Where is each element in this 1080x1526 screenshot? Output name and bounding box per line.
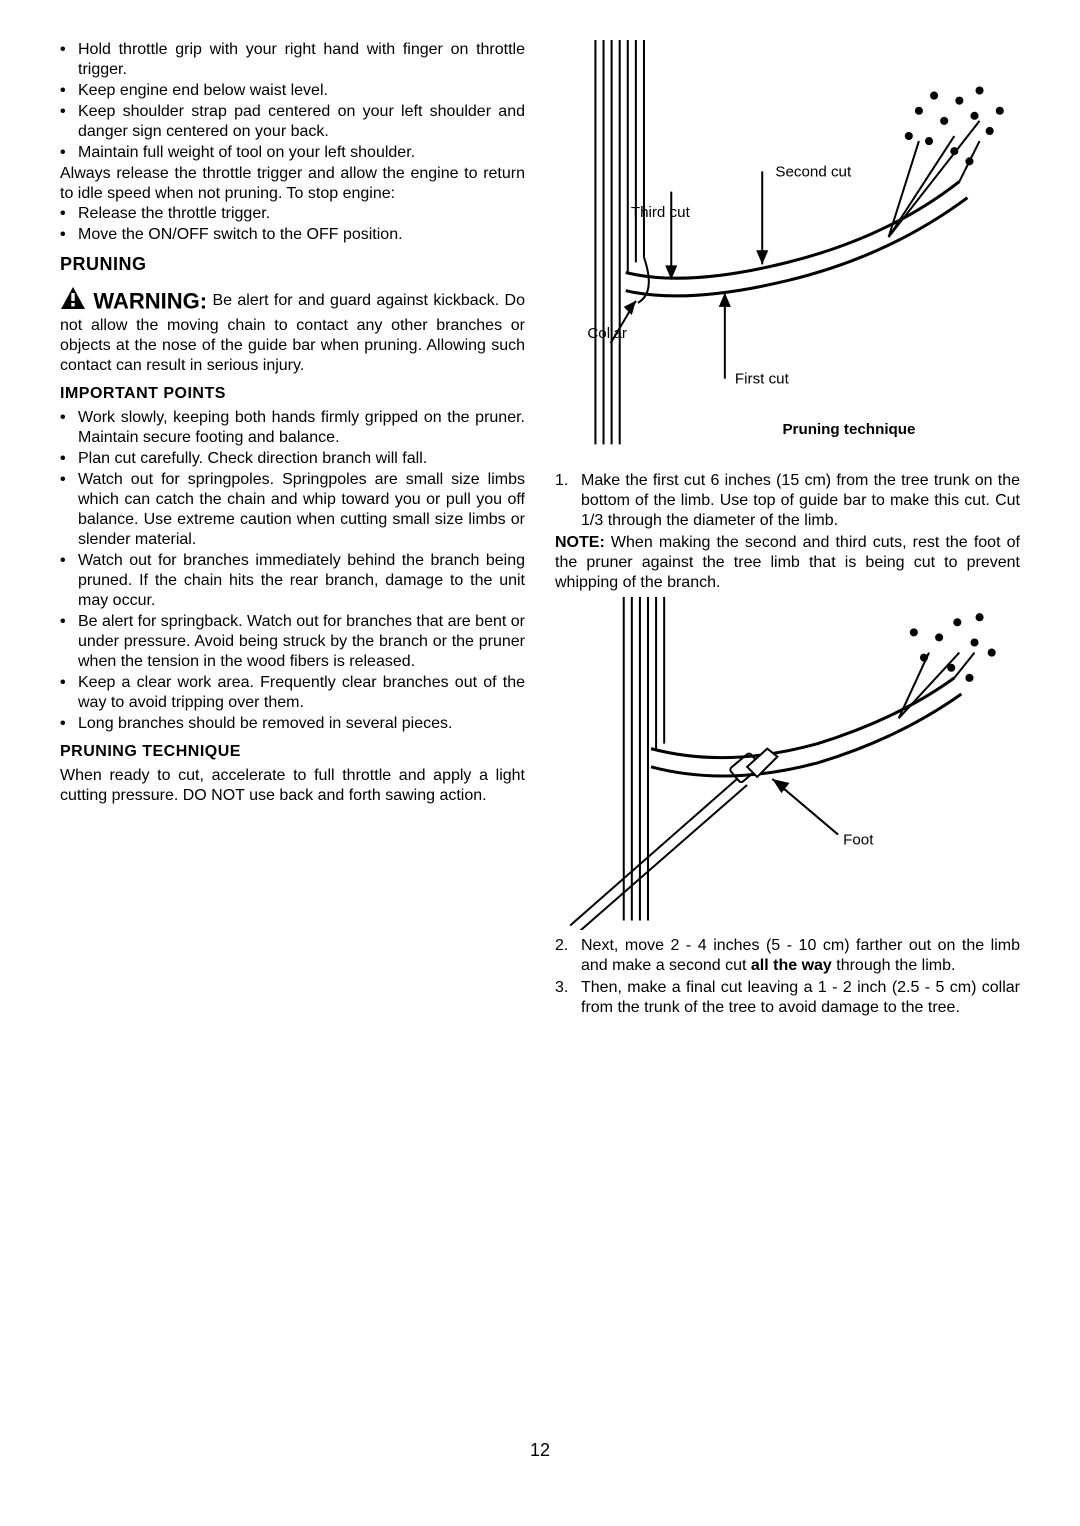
page-number: 12 [60, 1440, 1020, 1461]
warning-paragraph: WARNING: Be alert for and guard against … [60, 286, 525, 376]
step-text: Make the first cut 6 inches (15 cm) from… [581, 472, 1020, 529]
third-cut-label: Third cut [631, 204, 691, 221]
important-points-heading: IMPORTANT POINTS [60, 384, 525, 404]
foot-diagram: Foot [555, 597, 1020, 931]
step-number: 2. [555, 936, 568, 956]
operation-list-1: Hold throttle grip with your right hand … [60, 40, 525, 163]
important-points-list: Work slowly, keeping both hands firmly g… [60, 408, 525, 734]
pruning-technique-text: When ready to cut, accelerate to full th… [60, 766, 525, 806]
note-text: When making the second and third cuts, r… [555, 534, 1020, 591]
steps-list: 1. Make the first cut 6 inches (15 cm) fr… [555, 471, 1020, 531]
step-text: Then, make a final cut leaving a 1 - 2 i… [581, 979, 1020, 1016]
second-cut-label: Second cut [775, 163, 852, 180]
step-3: 3. Then, make a final cut leaving a 1 - … [581, 978, 1020, 1018]
diagram-caption: Pruning technique [782, 421, 915, 438]
warning-label: WARNING: [93, 288, 207, 313]
note-paragraph: NOTE: When making the second and third c… [555, 533, 1020, 593]
stop-engine-para: Always release the throttle trigger and … [60, 164, 525, 204]
pruning-technique-heading: PRUNING TECHNIQUE [60, 742, 525, 762]
left-column: Hold throttle grip with your right hand … [60, 40, 525, 1020]
right-column: Second cut Third cut Collar First cut Pr… [555, 40, 1020, 1020]
list-item: Release the throttle trigger. [78, 204, 525, 224]
step-number: 3. [555, 978, 568, 998]
list-item: Plan cut carefully. Check direction bran… [78, 449, 525, 469]
note-label: NOTE: [555, 534, 605, 551]
list-item: Maintain full weight of tool on your lef… [78, 143, 525, 163]
list-item: Hold throttle grip with your right hand … [78, 40, 525, 80]
first-cut-label: First cut [735, 371, 790, 388]
warning-icon [60, 286, 86, 316]
step-1: 1.Make the first cut 6 inches (15 cm) fr… [581, 471, 1020, 531]
list-item: Long branches should be removed in sever… [78, 714, 525, 734]
pruning-technique-diagram: Second cut Third cut Collar First cut Pr… [555, 40, 1020, 465]
list-item: Watch out for springpoles. Springpoles a… [78, 470, 525, 550]
step-2: 2. Next, move 2 - 4 inches (5 - 10 cm) f… [581, 936, 1020, 976]
foot-label: Foot [843, 831, 874, 848]
list-item: Be alert for springback. Watch out for b… [78, 612, 525, 672]
collar-label: Collar [587, 325, 627, 342]
list-item: Keep engine end below waist level. [78, 81, 525, 101]
list-item: Keep shoulder strap pad centered on your… [78, 102, 525, 142]
list-item: Watch out for branches immediately behin… [78, 551, 525, 611]
list-item: Work slowly, keeping both hands firmly g… [78, 408, 525, 448]
step-text: Next, move 2 - 4 inches (5 - 10 cm) fart… [581, 937, 1020, 974]
steps-list-2: 2. Next, move 2 - 4 inches (5 - 10 cm) f… [555, 936, 1020, 1018]
step-number: 1. [555, 471, 568, 491]
pruning-heading: PRUNING [60, 253, 525, 276]
list-item: Move the ON/OFF switch to the OFF positi… [78, 225, 525, 245]
operation-list-2: Release the throttle trigger. Move the O… [60, 204, 525, 245]
list-item: Keep a clear work area. Frequently clear… [78, 673, 525, 713]
